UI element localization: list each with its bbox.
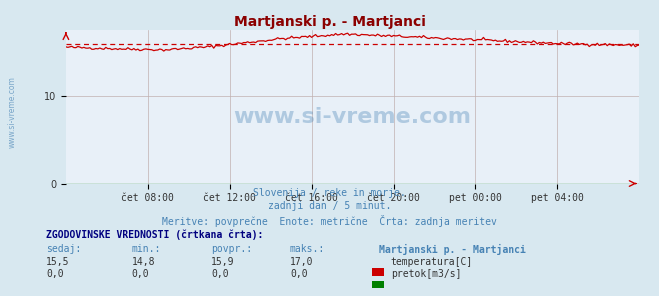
Text: Martjanski p. - Martjanci: Martjanski p. - Martjanci — [233, 15, 426, 29]
Text: 0,0: 0,0 — [211, 269, 229, 279]
Text: 0,0: 0,0 — [132, 269, 150, 279]
Text: www.si-vreme.com: www.si-vreme.com — [8, 77, 17, 148]
Text: pretok[m3/s]: pretok[m3/s] — [391, 269, 461, 279]
Text: sedaj:: sedaj: — [46, 244, 81, 254]
Text: temperatura[C]: temperatura[C] — [391, 257, 473, 267]
Text: 15,9: 15,9 — [211, 257, 235, 267]
Text: maks.:: maks.: — [290, 244, 325, 254]
Text: Martjanski p. - Martjanci: Martjanski p. - Martjanci — [379, 244, 526, 255]
Text: 14,8: 14,8 — [132, 257, 156, 267]
Text: min.:: min.: — [132, 244, 161, 254]
Text: 0,0: 0,0 — [290, 269, 308, 279]
Text: 17,0: 17,0 — [290, 257, 314, 267]
Text: zadnji dan / 5 minut.: zadnji dan / 5 minut. — [268, 201, 391, 211]
Text: povpr.:: povpr.: — [211, 244, 252, 254]
Text: Slovenija / reke in morje.: Slovenija / reke in morje. — [253, 188, 406, 198]
Text: www.si-vreme.com: www.si-vreme.com — [233, 107, 472, 127]
Text: Meritve: povprečne  Enote: metrične  Črta: zadnja meritev: Meritve: povprečne Enote: metrične Črta:… — [162, 215, 497, 227]
Text: ZGODOVINSKE VREDNOSTI (črtkana črta):: ZGODOVINSKE VREDNOSTI (črtkana črta): — [46, 229, 264, 240]
Text: 0,0: 0,0 — [46, 269, 64, 279]
Text: 15,5: 15,5 — [46, 257, 70, 267]
